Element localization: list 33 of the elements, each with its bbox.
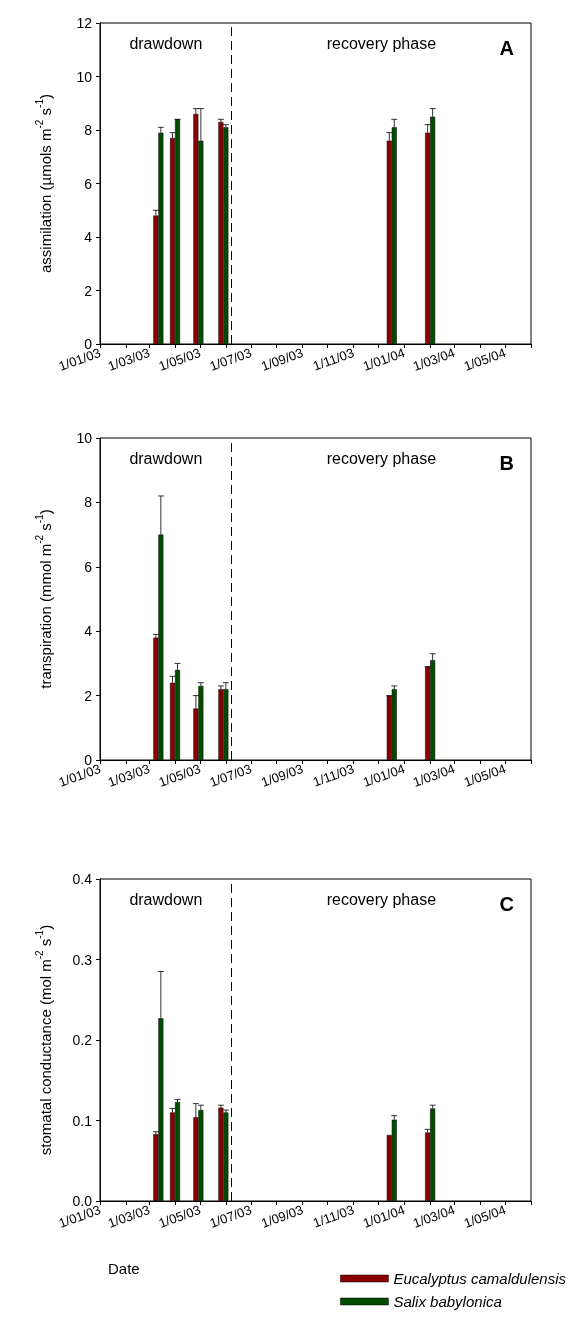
y-axis-title: stomatal conductance (mol m-2 s-1)	[33, 924, 54, 1156]
y-tick-label: 4	[84, 623, 93, 640]
y-tick-label: 6	[84, 558, 93, 575]
y-tick-label: 0.3	[72, 951, 93, 968]
annotation: drawdown	[129, 34, 203, 52]
legend-label: Eucalyptus camaldulensis	[393, 1270, 567, 1287]
y-tick-label: 12	[76, 15, 93, 31]
y-axis-title: assimilation (µmols m-2 s-1)	[33, 94, 54, 273]
x-axis-title: Date	[108, 1260, 140, 1277]
annotation: recovery phase	[326, 890, 437, 908]
y-tick-label: 2	[84, 687, 93, 704]
y-tick-label: 8	[84, 494, 93, 511]
annotation: recovery phase	[326, 34, 437, 52]
annotation: drawdown	[129, 449, 203, 467]
text: C	[499, 893, 515, 915]
y-tick-label: 2	[84, 282, 93, 299]
annotation: drawdown	[129, 890, 203, 908]
text: A	[499, 37, 515, 59]
y-tick-label: 0.0	[72, 1193, 93, 1209]
y-tick-label: 0	[84, 752, 93, 768]
y-axis-title: transpiration (mmol m-2 s-1)	[33, 509, 54, 689]
annotation: recovery phase	[326, 449, 437, 467]
text: B	[499, 452, 515, 474]
y-tick-label: 0.4	[72, 871, 93, 887]
y-tick-label: 0.1	[72, 1112, 93, 1129]
y-tick-label: 6	[84, 175, 93, 192]
legend-label: Salix babylonica	[393, 1293, 502, 1310]
y-tick-label: 4	[84, 229, 93, 245]
y-tick-label: 0.2	[72, 1032, 93, 1048]
y-tick-label: 10	[76, 68, 93, 85]
y-tick-label: 0	[84, 336, 93, 352]
y-tick-label: 10	[76, 430, 93, 446]
y-tick-label: 8	[84, 122, 93, 138]
